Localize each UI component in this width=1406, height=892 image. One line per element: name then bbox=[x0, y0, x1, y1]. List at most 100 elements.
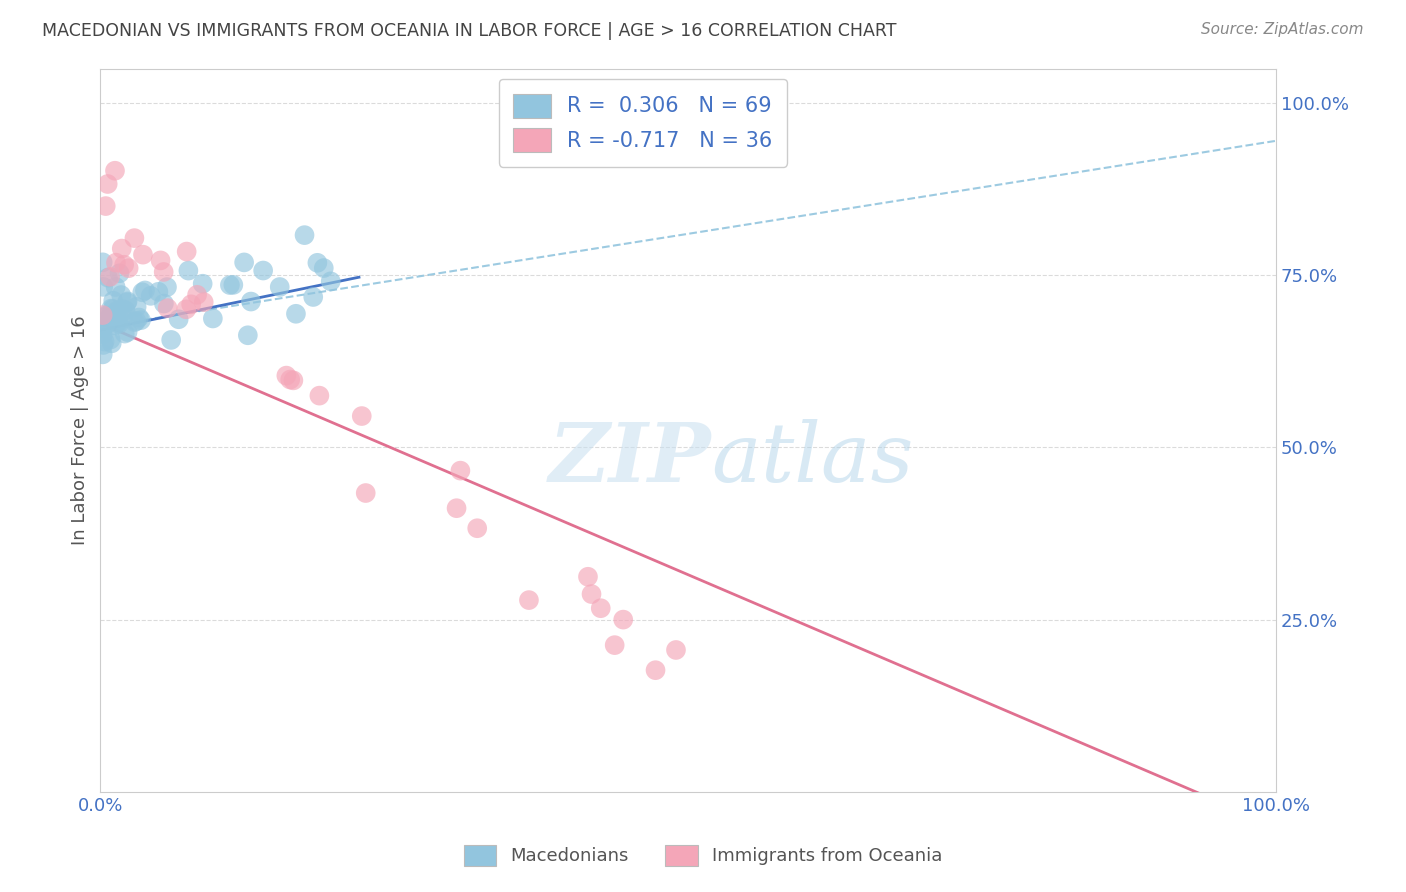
Point bbox=[222, 277, 245, 292]
Point bbox=[236, 328, 259, 343]
Point bbox=[603, 638, 626, 652]
Point bbox=[94, 309, 117, 323]
Point bbox=[350, 409, 373, 423]
Point bbox=[589, 601, 612, 615]
Point bbox=[124, 231, 146, 245]
Point bbox=[103, 318, 125, 333]
Point bbox=[97, 270, 120, 285]
Point bbox=[101, 301, 124, 316]
Point bbox=[446, 501, 468, 516]
Text: Source: ZipAtlas.com: Source: ZipAtlas.com bbox=[1201, 22, 1364, 37]
Point bbox=[160, 333, 183, 347]
Point bbox=[91, 327, 114, 342]
Point bbox=[128, 310, 150, 325]
Point bbox=[152, 265, 174, 279]
Point bbox=[112, 258, 135, 272]
Point bbox=[91, 318, 114, 333]
Point bbox=[180, 297, 202, 311]
Point bbox=[193, 295, 215, 310]
Point bbox=[115, 295, 138, 310]
Text: MACEDONIAN VS IMMIGRANTS FROM OCEANIA IN LABOR FORCE | AGE > 16 CORRELATION CHAR: MACEDONIAN VS IMMIGRANTS FROM OCEANIA IN… bbox=[42, 22, 897, 40]
Text: ZIP: ZIP bbox=[548, 419, 711, 499]
Point bbox=[93, 334, 115, 349]
Point bbox=[269, 280, 291, 294]
Point bbox=[98, 269, 121, 284]
Legend: Macedonians, Immigrants from Oceania: Macedonians, Immigrants from Oceania bbox=[451, 832, 955, 879]
Point bbox=[665, 643, 688, 657]
Point bbox=[307, 256, 329, 270]
Point bbox=[117, 325, 139, 339]
Point bbox=[139, 289, 162, 303]
Point bbox=[96, 314, 118, 328]
Point bbox=[156, 301, 179, 315]
Point bbox=[219, 278, 242, 293]
Point bbox=[233, 255, 256, 269]
Point bbox=[93, 310, 115, 325]
Point bbox=[111, 311, 134, 326]
Point bbox=[283, 373, 305, 387]
Point bbox=[148, 285, 170, 299]
Point bbox=[239, 294, 262, 309]
Point bbox=[117, 261, 139, 276]
Point bbox=[131, 285, 153, 300]
Point bbox=[278, 372, 301, 386]
Point bbox=[91, 308, 114, 322]
Point bbox=[581, 587, 603, 601]
Point bbox=[294, 228, 316, 243]
Point bbox=[94, 318, 117, 333]
Point bbox=[105, 310, 128, 324]
Point bbox=[201, 311, 224, 326]
Point bbox=[644, 663, 666, 677]
Point bbox=[91, 347, 114, 361]
Point bbox=[104, 163, 127, 178]
Point bbox=[153, 296, 176, 310]
Point bbox=[354, 486, 377, 500]
Point bbox=[94, 199, 117, 213]
Point bbox=[96, 314, 118, 328]
Point bbox=[101, 309, 124, 323]
Point bbox=[100, 301, 122, 316]
Point bbox=[176, 244, 198, 259]
Point bbox=[97, 310, 120, 325]
Point bbox=[91, 338, 114, 352]
Point bbox=[149, 253, 172, 268]
Point bbox=[284, 307, 307, 321]
Point bbox=[612, 613, 634, 627]
Point bbox=[105, 314, 128, 328]
Point bbox=[100, 333, 122, 347]
Point bbox=[97, 177, 120, 191]
Point bbox=[125, 300, 148, 314]
Point bbox=[104, 280, 127, 294]
Point bbox=[134, 284, 156, 298]
Point bbox=[177, 263, 200, 277]
Point bbox=[111, 302, 134, 317]
Point bbox=[302, 290, 325, 304]
Text: atlas: atlas bbox=[711, 419, 914, 499]
Point bbox=[110, 288, 132, 302]
Point bbox=[97, 312, 120, 326]
Point bbox=[114, 326, 136, 341]
Legend: R =  0.306   N = 69, R = -0.717   N = 36: R = 0.306 N = 69, R = -0.717 N = 36 bbox=[499, 78, 787, 167]
Point bbox=[114, 303, 136, 318]
Point bbox=[129, 313, 152, 327]
Y-axis label: In Labor Force | Age > 16: In Labor Force | Age > 16 bbox=[72, 315, 89, 545]
Point bbox=[125, 314, 148, 328]
Point bbox=[312, 261, 335, 276]
Point bbox=[174, 302, 197, 317]
Point bbox=[111, 242, 134, 256]
Point bbox=[191, 277, 214, 291]
Point bbox=[186, 287, 208, 301]
Point bbox=[319, 274, 342, 288]
Point bbox=[91, 255, 114, 269]
Point bbox=[117, 294, 139, 309]
Point bbox=[91, 280, 114, 294]
Point bbox=[449, 464, 471, 478]
Point bbox=[576, 570, 599, 584]
Point bbox=[517, 593, 540, 607]
Point bbox=[108, 266, 131, 280]
Point bbox=[252, 263, 274, 277]
Point bbox=[132, 247, 155, 261]
Point bbox=[91, 315, 114, 329]
Point bbox=[107, 315, 129, 329]
Point bbox=[100, 336, 122, 351]
